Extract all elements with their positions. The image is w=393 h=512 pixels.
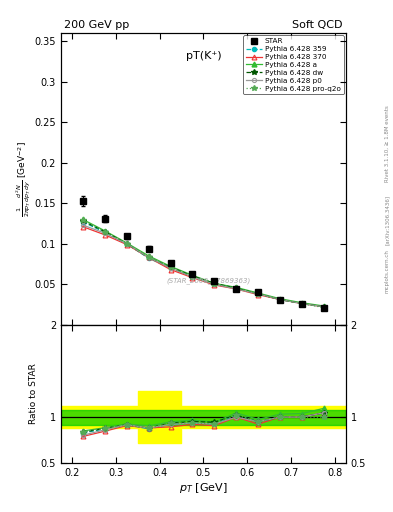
Pythia 6.428 p0	[321, 304, 326, 310]
Line: Pythia 6.428 370: Pythia 6.428 370	[81, 224, 326, 309]
Text: mcplots.cern.ch: mcplots.cern.ch	[385, 249, 389, 293]
Legend: STAR, Pythia 6.428 359, Pythia 6.428 370, Pythia 6.428 a, Pythia 6.428 dw, Pythi: STAR, Pythia 6.428 359, Pythia 6.428 370…	[243, 35, 343, 94]
Text: Soft QCD: Soft QCD	[292, 20, 343, 30]
Pythia 6.428 dw	[190, 273, 195, 279]
Pythia 6.428 p0	[124, 241, 129, 247]
Pythia 6.428 dw	[103, 228, 107, 234]
Pythia 6.428 a	[124, 240, 129, 246]
Pythia 6.428 pro-q2o	[321, 305, 326, 311]
Pythia 6.428 a	[190, 272, 195, 279]
Pythia 6.428 359	[81, 219, 85, 225]
Pythia 6.428 a	[103, 228, 107, 234]
Pythia 6.428 dw	[146, 254, 151, 261]
Pythia 6.428 pro-q2o	[212, 281, 217, 287]
Pythia 6.428 pro-q2o	[168, 264, 173, 270]
Pythia 6.428 pro-q2o	[256, 291, 261, 297]
Pythia 6.428 370	[278, 296, 283, 303]
Pythia 6.428 dw	[124, 241, 129, 247]
Pythia 6.428 359	[146, 255, 151, 261]
Pythia 6.428 p0	[256, 291, 261, 297]
Pythia 6.428 359	[256, 291, 261, 297]
Text: 200 GeV pp: 200 GeV pp	[64, 20, 129, 30]
Pythia 6.428 pro-q2o	[299, 301, 304, 307]
Pythia 6.428 p0	[190, 274, 195, 280]
Line: Pythia 6.428 dw: Pythia 6.428 dw	[80, 218, 327, 310]
Pythia 6.428 pro-q2o	[190, 274, 195, 280]
Pythia 6.428 a	[256, 290, 261, 296]
Text: (STAR_2008_S7869363): (STAR_2008_S7869363)	[167, 277, 251, 284]
Pythia 6.428 370	[168, 267, 173, 273]
Pythia 6.428 dw	[234, 285, 239, 291]
Pythia 6.428 pro-q2o	[124, 241, 129, 247]
Pythia 6.428 p0	[278, 296, 283, 303]
Text: pT(K⁺): pT(K⁺)	[185, 51, 221, 61]
Pythia 6.428 p0	[81, 222, 85, 228]
Pythia 6.428 370	[299, 301, 304, 307]
Pythia 6.428 dw	[168, 264, 173, 270]
Pythia 6.428 359	[321, 304, 326, 310]
Text: [arXiv:1306.3436]: [arXiv:1306.3436]	[385, 195, 389, 245]
Pythia 6.428 359	[234, 285, 239, 291]
Line: Pythia 6.428 359: Pythia 6.428 359	[81, 220, 326, 309]
Text: Rivet 3.1.10, ≥ 1.8M events: Rivet 3.1.10, ≥ 1.8M events	[385, 105, 389, 182]
Pythia 6.428 p0	[299, 301, 304, 307]
Pythia 6.428 370	[321, 304, 326, 310]
Pythia 6.428 a	[234, 284, 239, 290]
Pythia 6.428 a	[299, 300, 304, 306]
Pythia 6.428 p0	[234, 286, 239, 292]
Pythia 6.428 a	[321, 303, 326, 309]
Pythia 6.428 359	[190, 274, 195, 280]
Pythia 6.428 dw	[256, 291, 261, 297]
Pythia 6.428 pro-q2o	[146, 254, 151, 261]
Pythia 6.428 359	[103, 229, 107, 236]
Pythia 6.428 370	[234, 286, 239, 292]
Pythia 6.428 p0	[103, 230, 107, 236]
Pythia 6.428 370	[256, 292, 261, 298]
Pythia 6.428 dw	[212, 280, 217, 286]
X-axis label: $p_T$ [GeV]: $p_T$ [GeV]	[179, 481, 228, 495]
Pythia 6.428 pro-q2o	[103, 228, 107, 234]
Pythia 6.428 a	[81, 217, 85, 223]
Pythia 6.428 370	[212, 282, 217, 288]
Y-axis label: Ratio to STAR: Ratio to STAR	[29, 364, 38, 424]
Line: Pythia 6.428 pro-q2o: Pythia 6.428 pro-q2o	[80, 218, 327, 310]
Pythia 6.428 359	[278, 296, 283, 303]
Pythia 6.428 dw	[81, 218, 85, 224]
Pythia 6.428 370	[103, 232, 107, 238]
Y-axis label: $\frac{1}{2\pi p_T} \frac{d^2N}{dp_T\,dy}$ [GeV$^{-2}$]: $\frac{1}{2\pi p_T} \frac{d^2N}{dp_T\,dy…	[15, 141, 33, 217]
Pythia 6.428 370	[190, 274, 195, 281]
Line: Pythia 6.428 a: Pythia 6.428 a	[81, 217, 326, 308]
Pythia 6.428 pro-q2o	[234, 285, 239, 291]
Pythia 6.428 dw	[299, 301, 304, 307]
Pythia 6.428 p0	[212, 281, 217, 287]
Pythia 6.428 370	[124, 242, 129, 248]
Pythia 6.428 359	[124, 241, 129, 247]
Pythia 6.428 a	[146, 253, 151, 259]
Pythia 6.428 dw	[278, 296, 283, 303]
Pythia 6.428 p0	[168, 265, 173, 271]
Pythia 6.428 dw	[321, 304, 326, 310]
Pythia 6.428 a	[278, 295, 283, 302]
Pythia 6.428 359	[212, 281, 217, 287]
Pythia 6.428 p0	[146, 254, 151, 261]
Line: Pythia 6.428 p0: Pythia 6.428 p0	[81, 223, 326, 309]
Pythia 6.428 359	[299, 301, 304, 307]
Pythia 6.428 370	[146, 254, 151, 261]
Pythia 6.428 370	[81, 224, 85, 230]
Pythia 6.428 359	[168, 265, 173, 271]
Pythia 6.428 pro-q2o	[278, 296, 283, 303]
Pythia 6.428 pro-q2o	[81, 217, 85, 223]
Pythia 6.428 a	[168, 263, 173, 269]
Pythia 6.428 a	[212, 280, 217, 286]
